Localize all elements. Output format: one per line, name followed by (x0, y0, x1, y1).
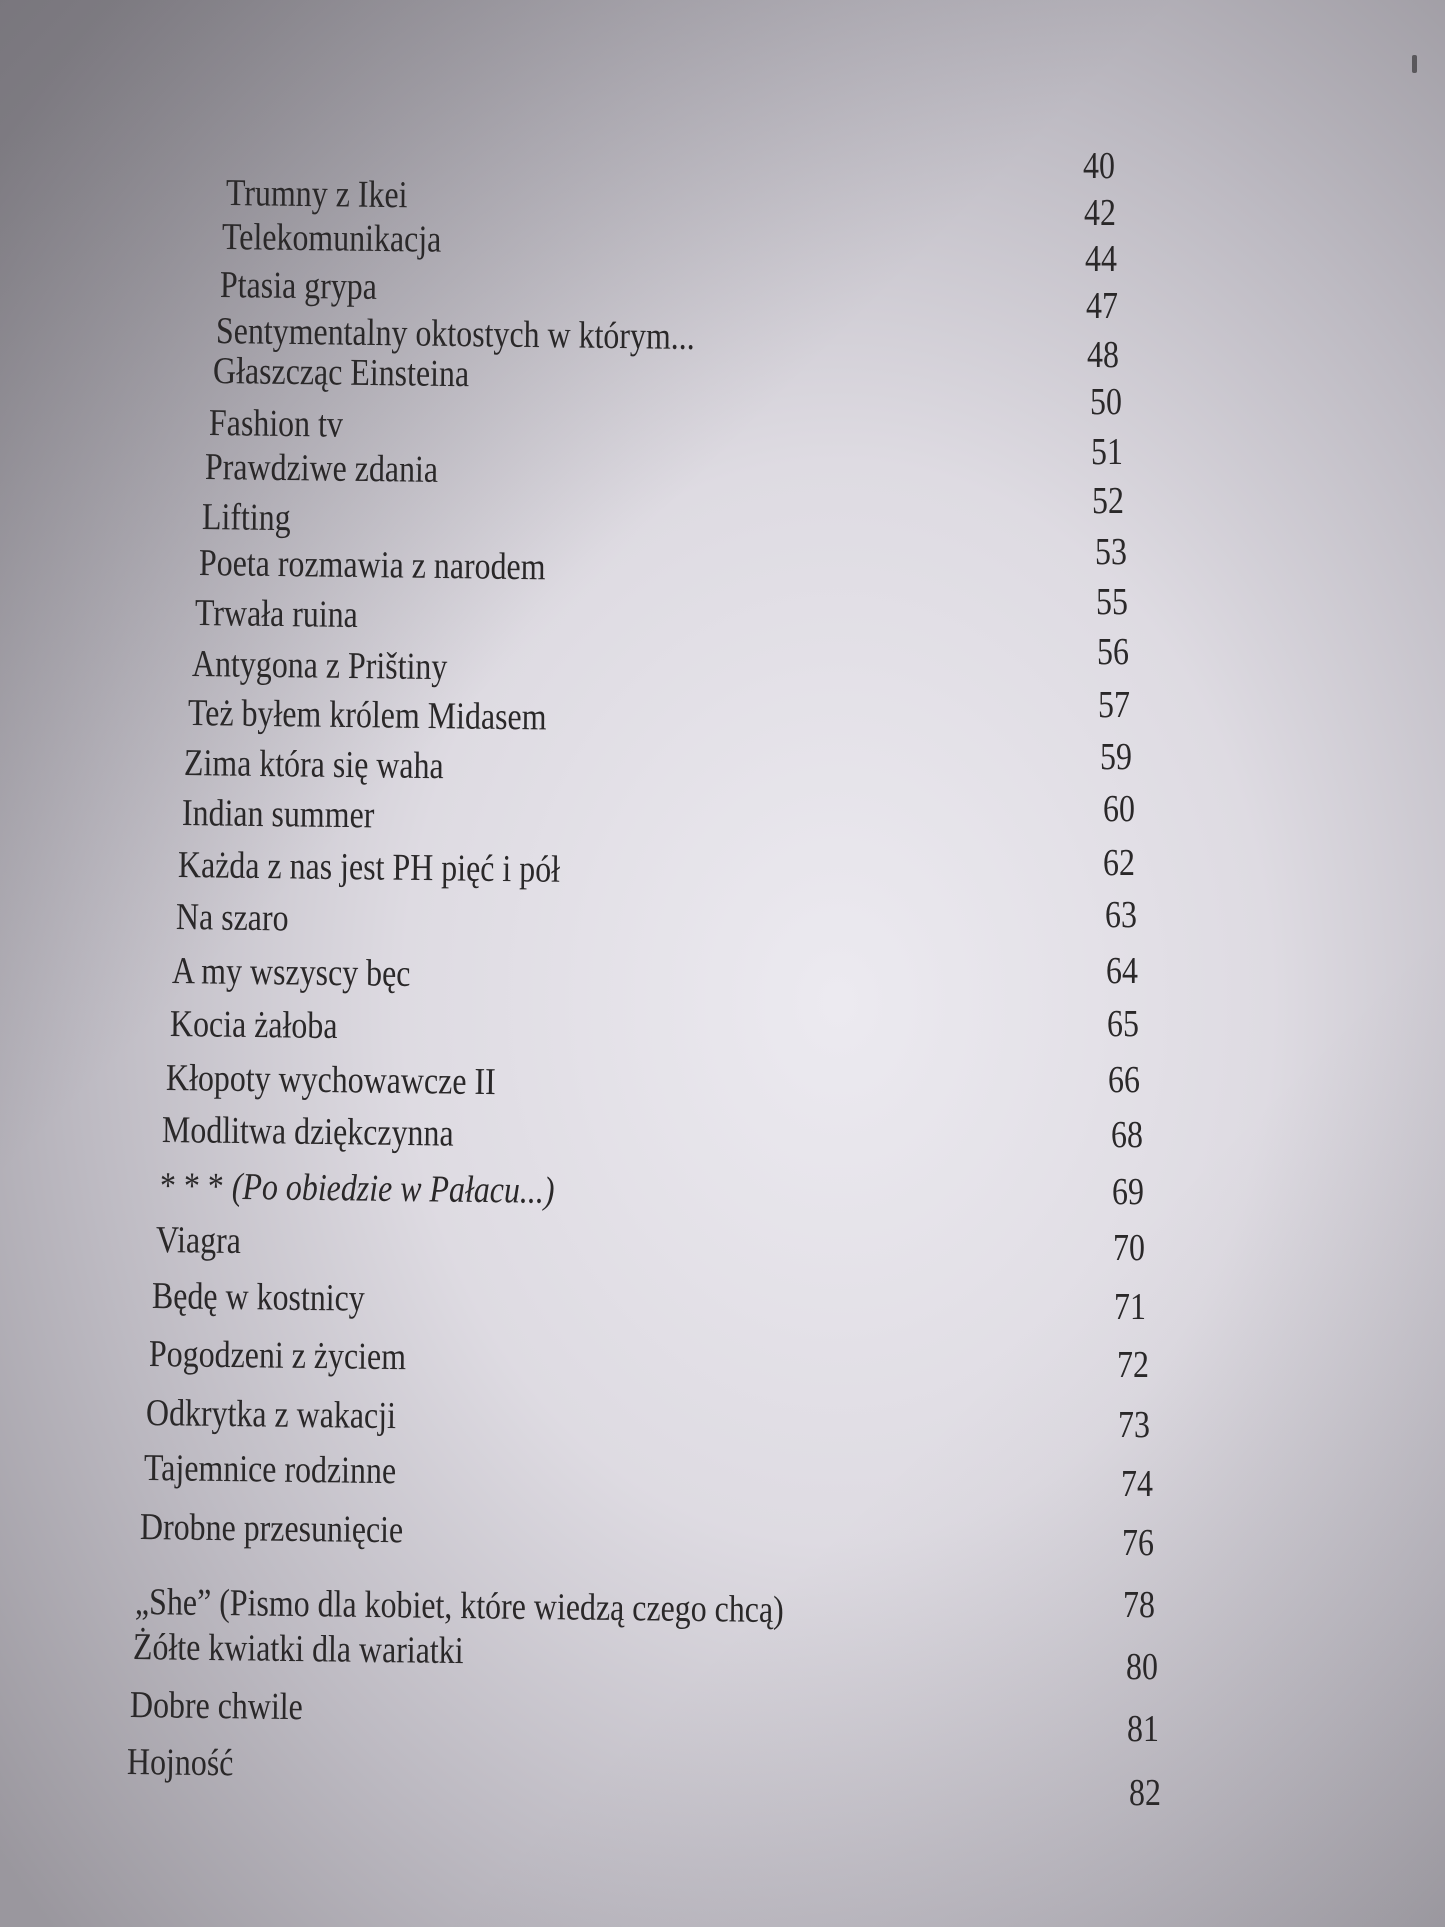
entry-title-text: Trumny z Ikei (225, 171, 408, 217)
entry-page-number: 47 (1086, 284, 1119, 327)
entry-title: Tajemnice rodzinne (143, 1447, 397, 1493)
entry-page-number: 57 (1098, 684, 1131, 727)
entry-title-text: Kocia żałoba (169, 1002, 338, 1047)
entry-title: Telekomunikacja (222, 216, 442, 261)
entry-title-text: Głaszcząc Einsteina (212, 350, 469, 396)
entry-title: Indian summer (181, 792, 375, 837)
entry-page-number: 74 (1120, 1463, 1153, 1506)
entry-title-text: Też byłem królem Midasem (187, 691, 547, 739)
entry-title: Modlitwa dziękczynna (162, 1109, 454, 1156)
entry-title: Sentymentalny oktostych w którym... (216, 310, 695, 358)
entry-page-number: 42 (1083, 191, 1116, 234)
entry-page-number: 59 (1099, 735, 1132, 778)
entry-page-number: 71 (1114, 1286, 1147, 1329)
entry-title: Każda z nas jest PH pięć i pół (177, 844, 561, 891)
entry-title: Prawdziwe zdania (205, 445, 439, 491)
entry-page-number: 66 (1108, 1059, 1141, 1102)
entry-page-number: 60 (1103, 787, 1136, 830)
entry-title: Fashion tv (208, 401, 343, 446)
entry-page-number: 78 (1123, 1583, 1155, 1626)
entry-title-text: Indian summer (181, 792, 375, 837)
entry-title: Ptasia grypa (219, 264, 378, 309)
entry-title: Trumny z Ikei (225, 171, 408, 217)
entry-title-text: Prawdziwe zdania (205, 445, 439, 491)
entry-title-italic: (Po obiedzie w Pałacu...) (231, 1165, 555, 1212)
entry-title: Też byłem królem Midasem (187, 691, 547, 739)
entry-title-text: Zima która się waha (184, 742, 445, 788)
entry-page-number: 53 (1094, 530, 1127, 573)
entry-title: Na szaro (175, 895, 289, 940)
entry-title: Będę w kostnicy (152, 1275, 366, 1320)
entry-title-text: Będę w kostnicy (152, 1275, 366, 1320)
entry-title-text: Fashion tv (208, 401, 343, 446)
entry-title: * * * (Po obiedzie w Pałacu...) (159, 1164, 555, 1212)
entry-title-text: Drobne przesunięcie (139, 1506, 404, 1552)
entry-page-number: 63 (1104, 894, 1137, 937)
entry-title: Lifting (201, 496, 291, 540)
entry-title: Żółte kwiatki dla wariatki (132, 1625, 464, 1672)
entry-page-number: 82 (1129, 1771, 1162, 1814)
entry-title: Kłopoty wychowawcze II (165, 1056, 496, 1103)
entry-title: Hojność (126, 1741, 234, 1785)
entry-title-text: Na szaro (175, 895, 289, 940)
entry-title-text: Tajemnice rodzinne (143, 1447, 397, 1493)
entry-page-number: 40 (1082, 144, 1115, 187)
entry-title-text: Hojność (126, 1741, 234, 1785)
entry-page-number: 62 (1103, 841, 1136, 884)
entry-page-number: 44 (1084, 238, 1117, 281)
entry-page-number: 64 (1105, 949, 1138, 992)
entry-title-text: Każda z nas jest PH pięć i pół (177, 844, 561, 891)
entry-page-number: 69 (1112, 1170, 1144, 1213)
entry-title-text: Żółte kwiatki dla wariatki (132, 1625, 464, 1672)
entry-title: Głaszcząc Einsteina (212, 350, 469, 396)
entry-title-text: Dobre chwile (130, 1684, 304, 1729)
entry-page-number: 81 (1126, 1707, 1159, 1750)
page-edge-mark (1412, 55, 1417, 73)
entry-title-text: Kłopoty wychowawcze II (165, 1056, 496, 1103)
entry-page-number: 51 (1091, 431, 1124, 474)
entry-title: Zima która się waha (184, 742, 445, 788)
entry-page-number: 76 (1121, 1522, 1154, 1565)
entry-title: Antygona z Prištiny (191, 642, 448, 688)
entry-title: Viagra (155, 1218, 242, 1262)
entry-title: Drobne przesunięcie (139, 1506, 404, 1552)
entry-title: Kocia żałoba (169, 1002, 338, 1047)
entry-title-text: Pogodzeni z życiem (148, 1333, 406, 1379)
entry-page-number: 52 (1092, 480, 1125, 523)
entry-title-text: Ptasia grypa (219, 264, 378, 309)
entry-page-number: 72 (1116, 1344, 1149, 1387)
entry-title-text: Modlitwa dziękczynna (162, 1109, 454, 1156)
entry-title-text: Trwała ruina (195, 592, 359, 637)
entry-title: Poeta rozmawia z narodem (198, 541, 546, 589)
entry-title-text: Telekomunikacja (222, 216, 442, 261)
entry-page-number: 80 (1125, 1646, 1158, 1689)
entry-page-number: 73 (1118, 1404, 1151, 1447)
entry-title-text: Lifting (201, 496, 291, 540)
entry-title-text: Antygona z Prištiny (191, 642, 448, 688)
entry-title: „She” (Pismo dla kobiet, które wiedzą cz… (134, 1581, 785, 1632)
entry-page-number: 50 (1089, 380, 1122, 423)
entry-title-text: „She” (Pismo dla kobiet, które wiedzą cz… (134, 1581, 785, 1632)
entry-page-number: 70 (1113, 1227, 1146, 1270)
entry-title-text: Viagra (155, 1218, 242, 1262)
entry-title-text: A my wszyscy bęc (171, 949, 411, 995)
entry-title: Dobre chwile (130, 1684, 304, 1729)
entry-title: Odkrytka z wakacji (146, 1392, 397, 1438)
entry-title: Pogodzeni z życiem (148, 1333, 406, 1379)
entry-page-number: 68 (1110, 1114, 1143, 1157)
entry-page-number: 48 (1087, 334, 1120, 377)
entry-page-number: 55 (1096, 581, 1128, 624)
entry-title-text: Poeta rozmawia z narodem (198, 541, 546, 589)
entry-title-text: Odkrytka z wakacji (146, 1392, 397, 1438)
entry-page-number: 65 (1107, 1002, 1140, 1045)
entry-title-text: * * * (159, 1164, 232, 1208)
entry-page-number: 56 (1097, 631, 1130, 674)
entry-title: A my wszyscy bęc (171, 949, 411, 995)
entry-title: Trwała ruina (195, 592, 359, 637)
